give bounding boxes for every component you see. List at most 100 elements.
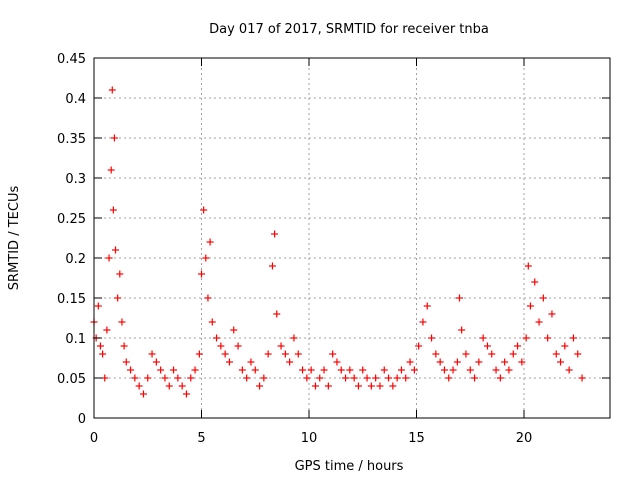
data-point <box>170 366 178 374</box>
data-point <box>518 358 526 366</box>
data-point <box>333 358 341 366</box>
data-point <box>174 374 182 382</box>
data-points <box>90 86 586 398</box>
data-point <box>423 302 431 310</box>
data-point <box>505 366 513 374</box>
data-point <box>157 366 165 374</box>
data-point <box>247 358 255 366</box>
data-point <box>522 334 530 342</box>
data-point <box>96 342 104 350</box>
data-point <box>139 390 147 398</box>
data-point <box>440 366 448 374</box>
x-tick-label: 10 <box>301 431 318 446</box>
data-point <box>294 350 302 358</box>
data-point <box>152 358 160 366</box>
data-point <box>268 262 276 270</box>
data-point <box>471 374 479 382</box>
data-point <box>436 358 444 366</box>
y-tick-label: 0.4 <box>65 92 86 107</box>
data-point <box>329 350 337 358</box>
y-tick-label: 0.35 <box>57 132 86 147</box>
data-point <box>120 342 128 350</box>
data-point <box>131 374 139 382</box>
data-point <box>458 326 466 334</box>
data-point <box>213 334 221 342</box>
data-point <box>389 382 397 390</box>
data-point <box>406 358 414 366</box>
data-point <box>367 382 375 390</box>
x-tick-label: 15 <box>408 431 425 446</box>
x-axis-label: GPS time / hours <box>295 459 404 474</box>
data-point <box>385 374 393 382</box>
data-point <box>337 366 345 374</box>
data-point <box>273 310 281 318</box>
data-point <box>475 358 483 366</box>
data-point <box>445 374 453 382</box>
data-point <box>552 350 560 358</box>
data-point <box>225 358 233 366</box>
data-point <box>256 382 264 390</box>
plot-frame <box>93 57 611 419</box>
data-point <box>488 350 496 358</box>
data-point <box>264 350 272 358</box>
axis-ticks: 0 0.05 0.1 0.15 0.2 0.25 0.3 0.35 0.4 0.45 0 5 10 15 2… <box>57 52 610 446</box>
data-point <box>311 382 319 390</box>
data-point <box>397 366 405 374</box>
data-point <box>514 342 522 350</box>
data-point <box>432 350 440 358</box>
data-point <box>144 374 152 382</box>
data-point <box>260 374 268 382</box>
data-point <box>509 350 517 358</box>
data-point <box>419 318 427 326</box>
data-point <box>221 350 229 358</box>
data-point <box>230 326 238 334</box>
data-point <box>94 302 102 310</box>
data-point <box>415 342 423 350</box>
data-point <box>569 334 577 342</box>
data-point <box>182 390 190 398</box>
data-point <box>112 246 119 254</box>
data-point <box>535 318 543 326</box>
data-point <box>178 382 186 390</box>
data-point <box>456 294 463 302</box>
data-point <box>161 374 169 382</box>
data-point <box>574 350 582 358</box>
data-point <box>234 342 242 350</box>
data-point <box>99 350 107 358</box>
data-point <box>122 358 130 366</box>
data-point <box>165 382 173 390</box>
data-point <box>198 270 205 278</box>
data-point <box>187 374 195 382</box>
x-tick-label: 20 <box>516 431 533 446</box>
data-point <box>286 358 294 366</box>
data-point <box>466 366 474 374</box>
data-point <box>127 366 135 374</box>
data-point <box>135 382 143 390</box>
data-point <box>350 374 358 382</box>
data-point <box>539 294 547 302</box>
data-point <box>393 374 401 382</box>
data-point <box>191 366 199 374</box>
data-point <box>281 350 289 358</box>
data-point <box>380 366 388 374</box>
data-point <box>479 334 487 342</box>
data-point <box>200 206 208 214</box>
data-point <box>410 366 418 374</box>
data-point <box>548 310 556 318</box>
data-point <box>202 254 210 262</box>
data-point <box>206 238 214 246</box>
data-point <box>324 382 332 390</box>
y-tick-label: 0.15 <box>57 292 86 307</box>
chart-title: Day 017 of 2017, SRMTID for receiver tnb… <box>209 22 489 37</box>
data-point <box>428 334 436 342</box>
data-point <box>354 382 362 390</box>
data-point <box>453 358 461 366</box>
data-point <box>524 262 532 270</box>
data-point <box>243 374 251 382</box>
grid <box>94 58 610 418</box>
data-point <box>204 294 212 302</box>
data-point <box>208 318 216 326</box>
y-tick-label: 0.2 <box>65 252 86 267</box>
data-point <box>271 230 279 238</box>
